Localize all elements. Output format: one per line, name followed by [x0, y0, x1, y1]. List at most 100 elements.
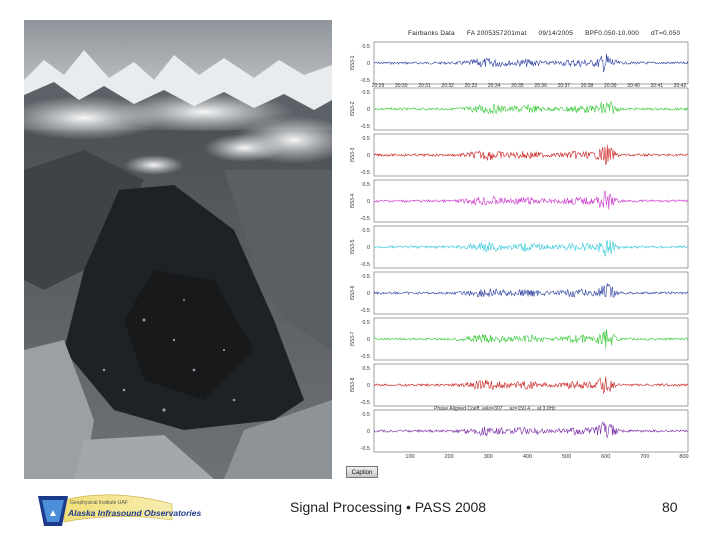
trace-panel: 0.5 0 -0.5 IS53-5	[350, 225, 689, 269]
y-tick-label: 0	[367, 337, 370, 343]
time-tick-label: 20:37	[558, 83, 571, 89]
y-tick-label: -0.5	[361, 446, 370, 452]
trace-frame	[373, 87, 689, 131]
time-tick-label: 20:35	[511, 83, 524, 89]
y-tick-label: 0.5	[362, 90, 370, 96]
trace-panel: 0.5 0 -0.5 IS53-6	[350, 271, 689, 315]
trace-label: IS53-6	[350, 285, 356, 300]
trace-label: IS53-5	[350, 239, 356, 254]
sample-tick-label: 800	[679, 454, 688, 460]
caption-button[interactable]: Caption	[346, 466, 378, 478]
y-tick-label: 0.5	[362, 412, 370, 418]
y-tick-label: 0	[367, 61, 370, 67]
time-tick-label: 20:30	[395, 83, 408, 89]
trace-label: IS53-4	[350, 193, 356, 208]
aligned-label: Phase Aligned Coeff. velo=307 ... az=150…	[434, 406, 556, 412]
trace-frame	[373, 133, 689, 177]
y-tick-label: 0.5	[362, 44, 370, 50]
trace-panel: 0.5 0 -0.5	[361, 409, 689, 453]
y-tick-label: 0	[367, 429, 370, 435]
trace-label: IS53-2	[350, 101, 356, 116]
svg-text:▲: ▲	[48, 508, 58, 519]
y-tick-label: 0.5	[362, 274, 370, 280]
trace-panel: 0.5 0 -0.5 IS53-4	[350, 179, 689, 223]
title-part: BPF0.050-10.000	[585, 30, 640, 37]
time-tick-label: 20:31	[418, 83, 431, 89]
waveform-line	[373, 144, 689, 165]
title-part: Fairbanks Data	[408, 30, 455, 37]
trace-label: IS53-3	[350, 147, 356, 162]
sample-tick-label: 600	[601, 454, 610, 460]
trace-frame	[373, 409, 689, 453]
waveform-line	[373, 283, 689, 298]
waveform-title: Fairbanks Data FA 2005357201mat 09/14/20…	[408, 30, 690, 37]
sample-tick-label: 200	[445, 454, 454, 460]
title-part: dT=0.050	[651, 30, 681, 37]
logo-text: Alaska Infrasound Observatories	[68, 508, 202, 518]
y-tick-label: -0.5	[361, 262, 370, 268]
sample-tick-label: 500	[562, 454, 571, 460]
y-tick-label: 0.5	[362, 228, 370, 234]
landslide-aerial-photo	[24, 20, 332, 479]
y-tick-label: 0	[367, 107, 370, 113]
page-number: 80	[662, 499, 678, 515]
y-tick-label: -0.5	[361, 216, 370, 222]
title-part: FA 2005357201mat	[466, 30, 527, 37]
y-tick-label: 0.5	[362, 320, 370, 326]
infrasound-waveform-panel: Fairbanks Data FA 2005357201mat 09/14/20…	[342, 28, 692, 479]
trace-frame	[373, 41, 689, 85]
waveform-line	[373, 240, 689, 257]
waveform-line	[373, 53, 689, 73]
y-tick-label: 0	[367, 245, 370, 251]
title-part: 09/14/2005	[538, 30, 574, 37]
time-tick-label: 20:41	[651, 83, 664, 89]
y-tick-label: -0.5	[361, 78, 370, 84]
trace-panel: 0.5 0 -0.5 IS53-3	[350, 133, 689, 177]
y-tick-label: 0.5	[362, 366, 370, 372]
y-tick-label: 0.5	[362, 136, 370, 142]
sample-tick-label: 700	[640, 454, 649, 460]
time-tick-label: 20:34	[488, 83, 501, 89]
trace-label: IS53-7	[350, 331, 356, 346]
waveform-traces: 0.5 0 -0.5 IS53-1 0.5 0 -0.5 IS53-2 0.5 0 -0.5 IS53…	[350, 41, 689, 460]
waveform-line	[373, 421, 689, 439]
time-tick-label: 20:42	[674, 83, 687, 89]
time-tick-label: 20:32	[441, 83, 454, 89]
y-tick-label: -0.5	[361, 400, 370, 406]
trace-frame	[373, 317, 689, 361]
y-tick-label: 0.5	[362, 182, 370, 188]
trace-panel: 0.5 0 -0.5 IS53-2	[350, 87, 689, 131]
time-tick-label: 20:36	[534, 83, 547, 89]
sample-tick-label: 300	[484, 454, 493, 460]
footer-text: Signal Processing • PASS 2008	[290, 499, 487, 515]
trace-label: IS53-1	[350, 55, 356, 70]
alaska-infrasound-logo: ▲ Geophysical Institute UAF Alaska Infra…	[34, 486, 201, 530]
time-tick-label: 20:39	[604, 83, 617, 89]
trace-frame	[373, 363, 689, 407]
y-tick-label: 0	[367, 383, 370, 389]
y-tick-label: -0.5	[361, 124, 370, 130]
y-tick-label: 0	[367, 291, 370, 297]
y-tick-label: 0	[367, 153, 370, 159]
trace-label: IS53-8	[350, 377, 356, 392]
time-tick-label: 20:40	[627, 83, 640, 89]
trace-panel: 0.5 0 -0.5 IS53-1	[350, 41, 689, 85]
waveform-line	[373, 190, 689, 210]
y-tick-label: 0	[367, 199, 370, 205]
time-tick-label: 20:33	[465, 83, 478, 89]
sample-tick-label: 100	[405, 454, 414, 460]
y-tick-label: -0.5	[361, 170, 370, 176]
trace-frame	[373, 179, 689, 223]
time-tick-label: 20:29	[372, 83, 385, 89]
y-tick-label: -0.5	[361, 354, 370, 360]
y-tick-label: -0.5	[361, 308, 370, 314]
trace-panel: 0.5 0 -0.5 IS53-7	[350, 317, 689, 361]
time-tick-label: 20:38	[581, 83, 594, 89]
waveform-line	[373, 100, 689, 115]
logo-small-text: Geophysical Institute UAF	[70, 500, 128, 506]
trace-panel: 0.5 0 -0.5 IS53-8	[350, 363, 689, 407]
waveform-line	[373, 328, 689, 349]
sample-tick-label: 400	[523, 454, 532, 460]
waveform-line	[373, 376, 689, 395]
